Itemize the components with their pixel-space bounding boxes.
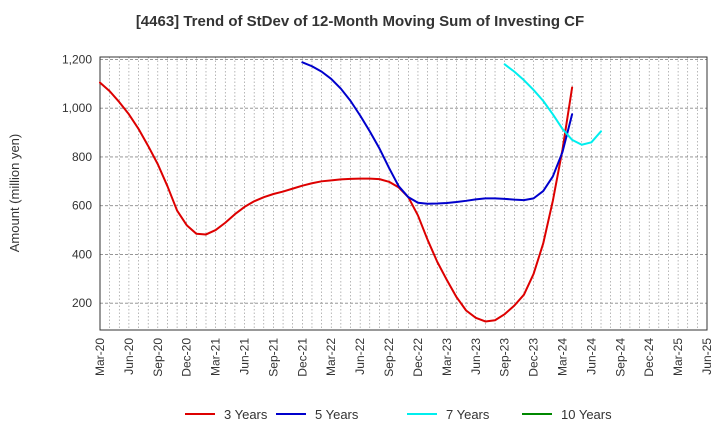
legend-label: 5 Years — [315, 407, 359, 422]
x-tick-label: Jun-20 — [122, 338, 136, 375]
legend-label: 7 Years — [446, 407, 490, 422]
x-tick-label: Dec-20 — [180, 338, 194, 377]
x-tick-label: Mar-22 — [324, 338, 338, 376]
legend-item: 10 Years — [522, 407, 612, 422]
legend-item: 7 Years — [407, 407, 490, 422]
y-tick-label: 1,200 — [62, 52, 92, 66]
legend-label: 3 Years — [224, 407, 268, 422]
x-tick-label: Mar-25 — [671, 338, 685, 376]
x-tick-label: Jun-25 — [700, 338, 714, 375]
x-tick-label: Sep-24 — [613, 338, 627, 377]
x-tick-label: Sep-21 — [266, 338, 280, 377]
x-tick-label: Jun-23 — [469, 338, 483, 375]
y-tick-label: 200 — [72, 296, 92, 310]
series-line-7-years — [503, 63, 603, 146]
x-tick-label: Mar-23 — [440, 338, 454, 376]
y-tick-label: 800 — [72, 150, 92, 164]
series-line-3-years — [99, 81, 574, 323]
y-axis-label: Amount (million yen) — [7, 134, 22, 253]
x-tick-label: Jun-21 — [238, 338, 252, 375]
legend-label: 10 Years — [561, 407, 612, 422]
y-tick-label: 400 — [72, 247, 92, 261]
x-tick-label: Mar-20 — [93, 338, 107, 376]
x-tick-label: Mar-21 — [209, 338, 223, 376]
y-tick-label: 600 — [72, 199, 92, 213]
x-tick-label: Jun-24 — [584, 338, 598, 375]
plot-area-border — [99, 56, 708, 331]
series-line-5-years — [301, 61, 574, 205]
y-tick-label: 1,000 — [62, 101, 92, 115]
y-tick-labels: 200 400 600 800 1,000 1,200 — [62, 52, 92, 310]
x-tick-label: Mar-24 — [555, 338, 569, 376]
grid — [100, 57, 707, 330]
x-tick-label: Dec-23 — [527, 338, 541, 377]
x-tick-label: Sep-20 — [151, 338, 165, 377]
legend-item: 3 Years — [185, 407, 268, 422]
x-tick-label: Sep-23 — [498, 338, 512, 377]
x-tick-labels: Mar-20 Jun-20 Sep-20 Dec-20 Mar-21 Jun-21 Sep-… — [93, 338, 714, 377]
x-tick-label: Dec-21 — [295, 338, 309, 377]
x-tick-label: Dec-22 — [411, 338, 425, 377]
x-tick-label: Sep-22 — [382, 338, 396, 377]
x-tick-label: Jun-22 — [353, 338, 367, 375]
series-layer — [99, 61, 603, 323]
legend-item: 5 Years — [276, 407, 359, 422]
legend: 3 Years 5 Years 7 Years 10 Years — [185, 407, 612, 422]
chart-title: [4463] Trend of StDev of 12-Month Moving… — [136, 13, 584, 30]
x-tick-label: Dec-24 — [642, 338, 656, 377]
